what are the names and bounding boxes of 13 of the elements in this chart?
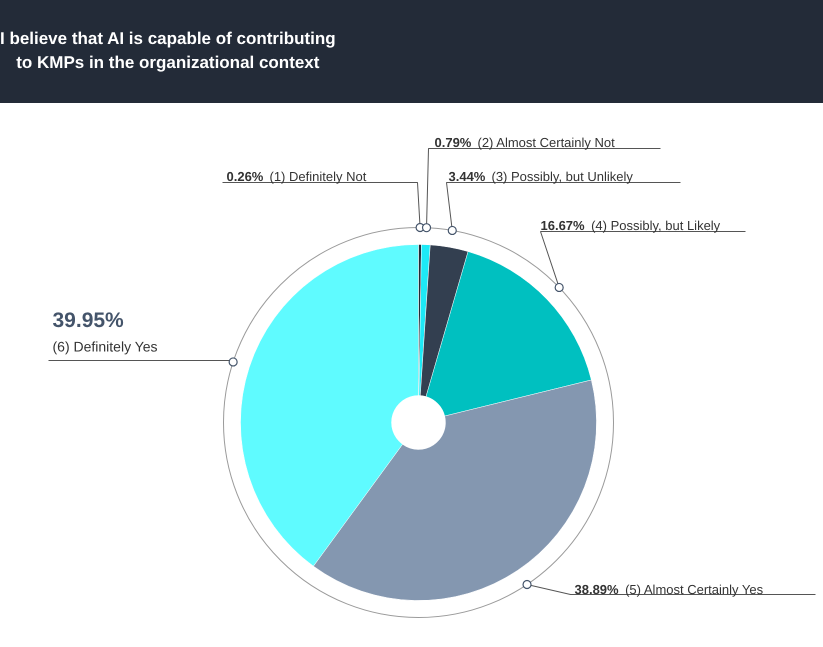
data-label: 0.26% bbox=[226, 169, 264, 184]
slice-label: (2) Almost Certainly Not bbox=[478, 135, 616, 150]
slice-label: (4) Possibly, but Likely bbox=[591, 218, 721, 233]
chart-title: I believe that AI is capable of contributing to KMPs in the organizational context bbox=[0, 28, 336, 74]
data-label: 39.95% bbox=[52, 309, 124, 332]
data-label: 0.79% bbox=[434, 135, 472, 150]
data-label: 16.67% bbox=[540, 218, 586, 233]
slice-label: (3) Possibly, but Unlikely bbox=[492, 169, 634, 184]
slice-label: (1) Definitely Not bbox=[270, 169, 367, 184]
slice-label: (5) Almost Certainly Yes bbox=[625, 582, 764, 597]
slice-label: (6) Definitely Yes bbox=[52, 338, 158, 354]
data-label: 3.44% bbox=[448, 169, 486, 184]
data-label: 38.89% bbox=[574, 582, 620, 597]
